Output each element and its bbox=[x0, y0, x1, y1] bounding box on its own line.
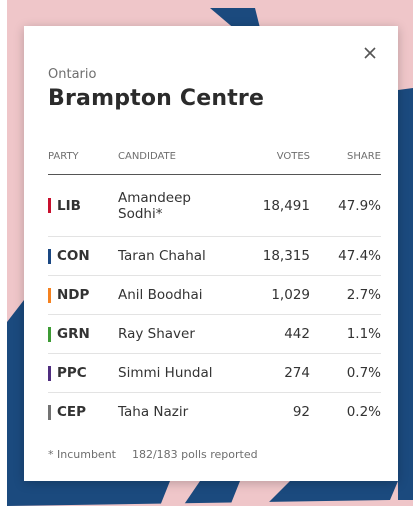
party-cell: GRN bbox=[48, 326, 118, 342]
table-row: CEP Taha Nazir 92 0.2% bbox=[48, 393, 381, 432]
vote-share: 47.9% bbox=[310, 174, 381, 237]
party-color-swatch bbox=[48, 248, 51, 264]
incumbent-note: * Incumbent bbox=[48, 448, 116, 461]
party-cell: CEP bbox=[48, 404, 118, 420]
vote-share: 47.4% bbox=[310, 236, 381, 276]
party-code: NDP bbox=[57, 287, 90, 303]
party-code: CEP bbox=[57, 404, 87, 420]
party-color-swatch bbox=[48, 326, 51, 342]
party-color-swatch bbox=[48, 404, 51, 420]
vote-share: 2.7% bbox=[310, 275, 381, 315]
party-cell: LIB bbox=[48, 198, 118, 214]
liberal-riding-shape bbox=[160, 481, 200, 506]
results-footer: * Incumbent 182/183 polls reported bbox=[48, 448, 258, 461]
vote-count: 18,491 bbox=[230, 174, 310, 237]
candidate-name: Taran Chahal bbox=[118, 236, 230, 276]
party-code: LIB bbox=[57, 197, 81, 214]
riding-title: Brampton Centre bbox=[48, 86, 265, 111]
party-color-swatch bbox=[48, 198, 51, 213]
table-row: PPC Simmi Hundal 274 0.7% bbox=[48, 353, 381, 393]
party-color-swatch bbox=[48, 365, 51, 381]
column-header-party: PARTY bbox=[48, 151, 118, 175]
results-table: PARTY CANDIDATE VOTES SHARE LIB Amandeep… bbox=[48, 151, 381, 431]
vote-count: 18,315 bbox=[230, 236, 310, 276]
column-header-candidate: CANDIDATE bbox=[118, 151, 230, 175]
party-color-swatch bbox=[48, 287, 51, 303]
polls-reported: 182/183 polls reported bbox=[131, 448, 258, 461]
candidate-name: Amandeep Sodhi* bbox=[118, 174, 230, 237]
conservative-riding-shape bbox=[398, 88, 413, 500]
vote-count: 442 bbox=[230, 314, 310, 354]
candidate-name: Taha Nazir bbox=[118, 404, 189, 420]
results-header-row: PARTY CANDIDATE VOTES SHARE bbox=[48, 151, 381, 175]
party-cell: NDP bbox=[48, 287, 118, 303]
table-row: LIB Amandeep Sodhi* 18,491 47.9% bbox=[48, 174, 381, 237]
party-cell: CON bbox=[48, 248, 118, 264]
candidate-name: Simmi Hundal bbox=[118, 353, 230, 393]
province-label: Ontario bbox=[48, 67, 97, 82]
table-row: GRN Ray Shaver 442 1.1% bbox=[48, 314, 381, 354]
party-code: PPC bbox=[57, 365, 87, 381]
table-row: NDP Anil Boodhai 1,029 2.7% bbox=[48, 275, 381, 315]
riding-results-popup: Ontario Brampton Centre PARTY CANDIDATE … bbox=[24, 26, 398, 481]
party-code: GRN bbox=[57, 326, 90, 342]
column-header-share: SHARE bbox=[310, 151, 381, 175]
party-cell: PPC bbox=[48, 365, 118, 381]
close-icon bbox=[364, 47, 376, 59]
conservative-riding-shape bbox=[7, 300, 398, 506]
column-header-votes: VOTES bbox=[230, 151, 310, 175]
party-code: CON bbox=[57, 248, 90, 264]
vote-share: 1.1% bbox=[310, 314, 381, 354]
liberal-riding-shape bbox=[230, 481, 290, 506]
vote-count: 92 bbox=[292, 404, 310, 420]
close-button[interactable] bbox=[359, 42, 381, 64]
vote-count: 1,029 bbox=[230, 275, 310, 315]
table-row: CON Taran Chahal 18,315 47.4% bbox=[48, 236, 381, 276]
vote-count: 274 bbox=[230, 353, 310, 393]
candidate-name: Anil Boodhai bbox=[118, 275, 230, 315]
vote-share: 0.7% bbox=[310, 353, 381, 393]
vote-share: 0.2% bbox=[346, 404, 381, 420]
candidate-name: Ray Shaver bbox=[118, 314, 230, 354]
